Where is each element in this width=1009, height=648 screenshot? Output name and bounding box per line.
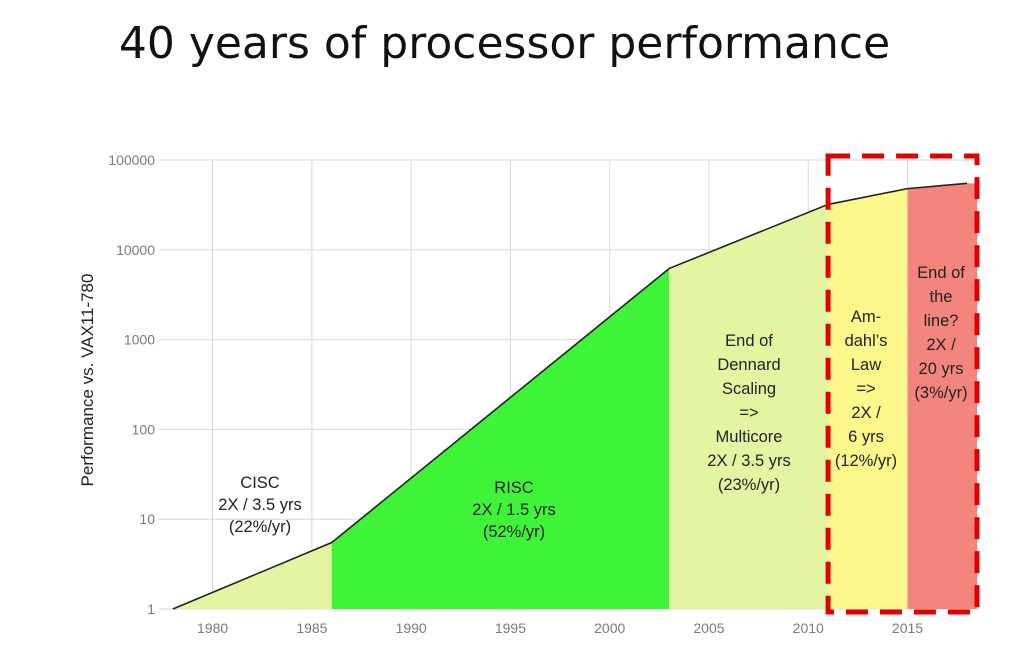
era-label-line: dahl’s bbox=[845, 332, 888, 350]
y-tick-label: 10000 bbox=[116, 242, 155, 258]
y-tick-label: 1000 bbox=[124, 332, 155, 348]
y-tick-label: 1 bbox=[147, 601, 155, 617]
era-label-line: End of bbox=[725, 332, 773, 350]
era-label-line: RISC bbox=[494, 479, 534, 497]
performance-line bbox=[172, 182, 968, 610]
era-label-line: 2X / bbox=[926, 336, 956, 354]
era-area-3 bbox=[828, 188, 908, 609]
axis-ticks: 1 10 100 1000 10000 100000 1980 1985 1990 1995 200… bbox=[108, 152, 923, 636]
era-label-line: => bbox=[856, 380, 875, 398]
era-areas bbox=[172, 183, 977, 609]
era-label-line: Am- bbox=[851, 308, 881, 326]
era-label-line: 2X / 1.5 yrs bbox=[472, 501, 555, 519]
era-label-line: (22%/yr) bbox=[229, 518, 291, 536]
x-tick-label: 2005 bbox=[693, 620, 724, 636]
x-tick-label: 1985 bbox=[296, 620, 327, 636]
highlight-box bbox=[825, 153, 980, 615]
x-tick-label: 1990 bbox=[396, 620, 427, 636]
era-label-line: 2X / 3.5 yrs bbox=[218, 496, 301, 514]
era-label-line: the bbox=[930, 288, 953, 306]
x-tick-label: 2010 bbox=[793, 620, 824, 636]
era-label-line: (12%/yr) bbox=[835, 452, 897, 470]
era-label-line: End of bbox=[917, 264, 965, 282]
x-tick-label: 1995 bbox=[495, 620, 526, 636]
era-label-line: line? bbox=[924, 312, 959, 330]
era-label-line: (23%/yr) bbox=[718, 476, 780, 494]
x-tick-label: 2000 bbox=[594, 620, 625, 636]
era-label-line: Multicore bbox=[716, 428, 783, 446]
era-label-line: 2X / 3.5 yrs bbox=[707, 452, 790, 470]
era-label-line: (3%/yr) bbox=[914, 384, 967, 402]
y-tick-label: 100 bbox=[132, 421, 156, 437]
x-tick-label: 2015 bbox=[892, 620, 923, 636]
era-label-line: 20 yrs bbox=[919, 360, 964, 378]
era-label-line: 6 yrs bbox=[848, 428, 884, 446]
era-label-line: Scaling bbox=[722, 380, 776, 398]
highlight-box-group bbox=[825, 153, 980, 615]
y-tick-label: 100000 bbox=[108, 152, 155, 168]
era-label-line: 2X / bbox=[851, 404, 881, 422]
y-tick-label: 10 bbox=[139, 511, 155, 527]
era-label-line: CISC bbox=[240, 474, 280, 492]
era-label-line: (52%/yr) bbox=[483, 523, 545, 541]
x-tick-label: 1980 bbox=[197, 620, 228, 636]
performance-line-group bbox=[172, 182, 968, 610]
era-label-line: => bbox=[739, 404, 758, 422]
y-axis-label: Performance vs. VAX11-780 bbox=[78, 274, 97, 487]
chart-title: 40 years of processor performance bbox=[118, 18, 891, 69]
era-annotations: CISC 2X / 3.5 yrs (22%/yr) RISC 2X / 1.5 yrs… bbox=[218, 264, 967, 541]
era-area-4 bbox=[907, 183, 977, 609]
era-label-line: Law bbox=[851, 356, 881, 374]
era-area-2 bbox=[669, 204, 829, 609]
era-area-1 bbox=[331, 268, 670, 609]
era-label-line: Dennard bbox=[717, 356, 780, 374]
